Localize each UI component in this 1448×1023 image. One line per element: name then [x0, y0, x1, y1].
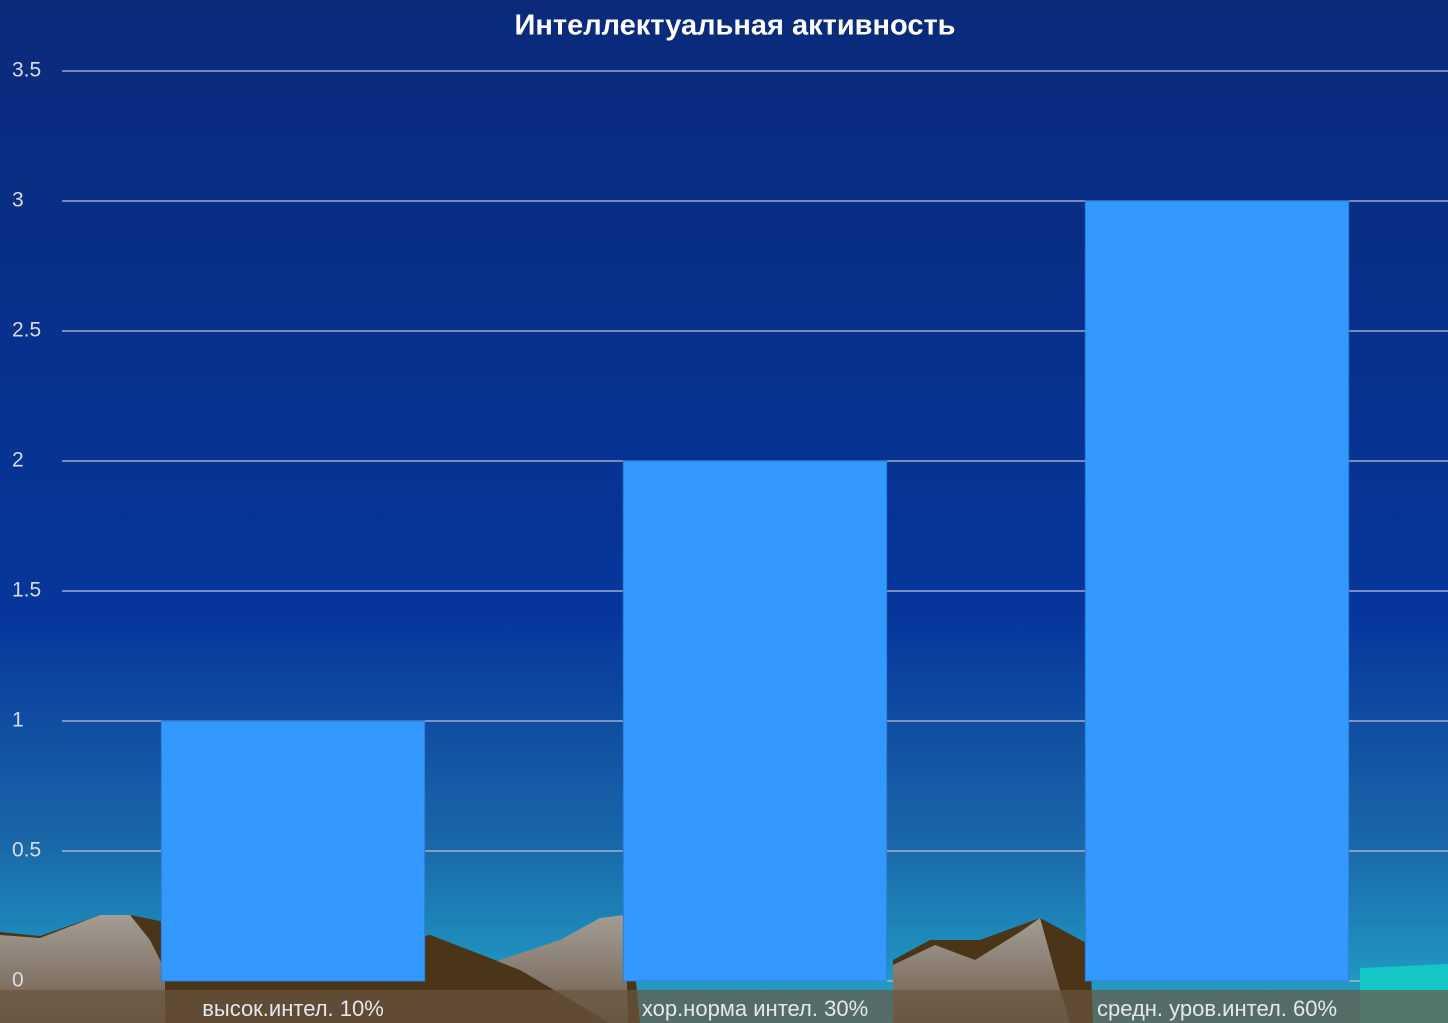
x-tick-label: высок.интел. 10%	[202, 996, 384, 1021]
bar	[1085, 201, 1348, 981]
x-tick-label: средн. уров.интел. 60%	[1097, 996, 1337, 1021]
y-tick-label: 1	[12, 709, 24, 732]
chart-title: Интеллектуальная активность	[515, 10, 956, 42]
y-tick-label: 3.5	[12, 59, 41, 82]
chart: Интеллектуальная активность 0 0.5 1 1.5 2 2.5…	[0, 0, 1448, 1023]
page: Интеллектуальная активность 0 0.5 1 1.5 2 2.5…	[0, 0, 1448, 1023]
y-tick-label: 1.5	[12, 579, 41, 602]
y-tick-label: 0.5	[12, 839, 41, 862]
y-tick-label: 3	[12, 189, 24, 212]
y-tick-label: 2	[12, 449, 24, 472]
bar	[161, 721, 424, 981]
y-tick-label: 0	[12, 969, 24, 992]
bar	[623, 461, 886, 981]
y-tick-label: 2.5	[12, 319, 41, 342]
x-tick-label: хор.норма интел. 30%	[642, 996, 868, 1021]
